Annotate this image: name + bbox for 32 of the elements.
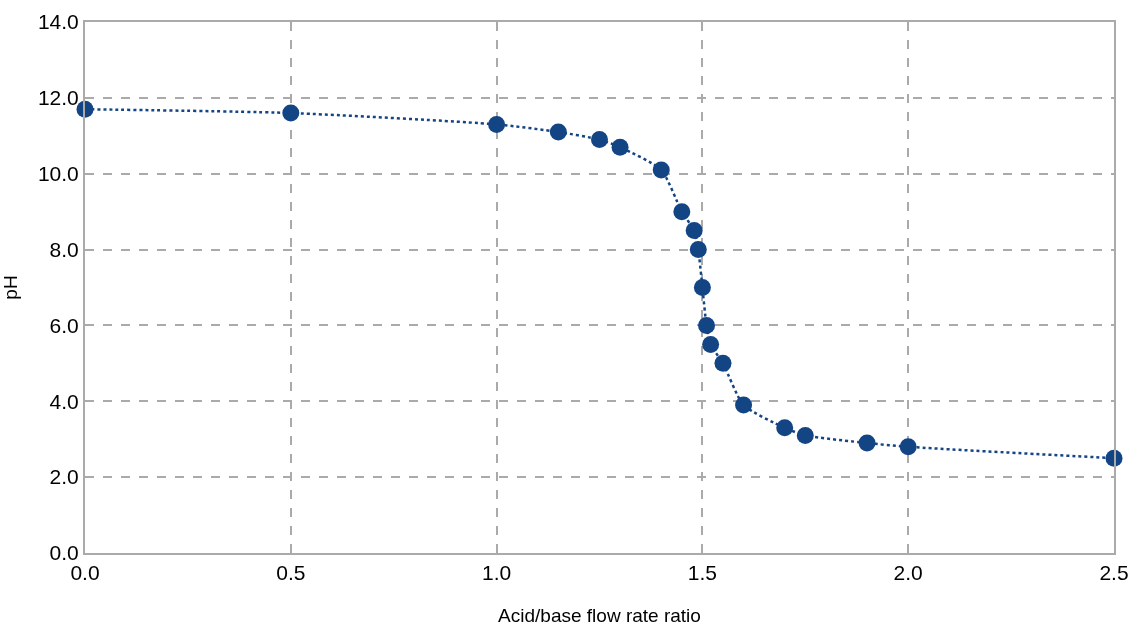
y-axis-title: pH: [0, 275, 22, 300]
y-tick-label: 6.0: [49, 313, 79, 337]
point: [776, 419, 794, 437]
x-tick-label: 2.0: [893, 561, 923, 585]
point: [698, 316, 716, 334]
point: [591, 131, 608, 149]
point: [611, 138, 629, 156]
y-tick-label: 14.0: [37, 10, 79, 34]
point: [673, 203, 691, 221]
point: [652, 161, 670, 179]
point: [488, 115, 506, 133]
point: [796, 426, 814, 444]
x-tick-label: 2.5: [1099, 561, 1129, 585]
point: [689, 241, 707, 259]
x-tick-label: 1.5: [687, 561, 717, 585]
y-tick-label: 4.0: [49, 389, 79, 413]
y-tick-label: 8.0: [49, 237, 79, 261]
point: [735, 396, 753, 414]
x-tick-label: 1.0: [482, 561, 512, 585]
x-axis-title: Acid/base flow rate ratio: [498, 604, 701, 626]
point: [282, 104, 300, 122]
point: [899, 438, 917, 456]
point: [702, 335, 720, 353]
y-tick-label: 12.0: [37, 86, 79, 110]
y-tick-label: 10.0: [37, 162, 79, 186]
point: [693, 279, 711, 296]
point: [685, 222, 703, 240]
point: [858, 434, 876, 452]
x-tick-label: 0.5: [276, 561, 306, 585]
point: [714, 354, 732, 372]
y-tick-label: 2.0: [49, 465, 79, 489]
point: [549, 123, 567, 141]
